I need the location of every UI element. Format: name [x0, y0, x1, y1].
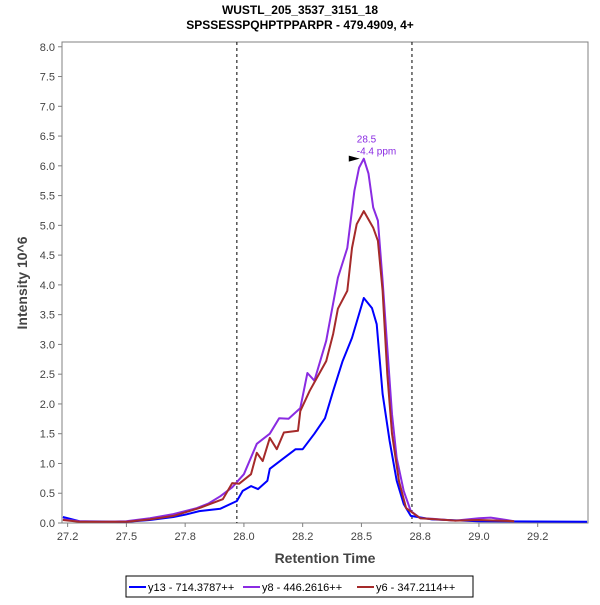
y-tick-label: 8.0: [40, 42, 55, 54]
y-tick-label: 7.0: [40, 101, 55, 113]
y-tick-label: 4.5: [40, 250, 55, 262]
peak-marker-icon: [348, 155, 360, 162]
legend: y13 - 714.3787++ y8 - 446.2616++ y6 - 347.…: [125, 575, 474, 598]
x-tick-label: 28.5: [351, 531, 372, 543]
y-tick-label: 2.5: [40, 369, 55, 381]
x-tick-label: 28.8: [409, 531, 430, 543]
series-line: [62, 297, 588, 523]
y-tick-label: 3.5: [40, 310, 55, 322]
y-axis-label: Intensity 10^6: [14, 236, 30, 329]
y-tick-label: 4.0: [40, 280, 55, 292]
y-tick-label: 0.0: [40, 518, 55, 530]
series-line: [62, 210, 515, 523]
y-tick-label: 0.5: [40, 488, 55, 500]
y-tick-label: 1.0: [40, 458, 55, 470]
plot-area: [61, 41, 589, 524]
x-axis-label: Retention Time: [275, 550, 376, 566]
y-tick-label: 6.5: [40, 131, 55, 143]
y-tick-label: 5.0: [40, 220, 55, 232]
y-tick-label: 7.5: [40, 72, 55, 84]
x-tick-label: 28.2: [292, 531, 313, 543]
legend-label: y13 - 714.3787++: [148, 582, 234, 594]
x-tick-label: 27.5: [116, 531, 137, 543]
legend-label: y8 - 446.2616++: [262, 582, 342, 594]
y-tick-label: 3.0: [40, 339, 55, 351]
x-tick-label: 28.0: [233, 531, 254, 543]
y-tick-label: 2.0: [40, 399, 55, 411]
legend-label: y6 - 347.2114++: [376, 582, 455, 594]
x-tick-label: 27.8: [174, 531, 195, 543]
y-tick-label: 6.0: [40, 161, 55, 173]
y-tick-label: 1.5: [40, 429, 55, 441]
annotation-ppm: -4.4 ppm: [357, 147, 396, 158]
chart-subtitle: SPSSESSPQHPTPPARPR - 479.4909, 4+: [186, 18, 414, 32]
x-tick-label: 29.2: [527, 531, 548, 543]
y-tick-label: 5.5: [40, 191, 55, 203]
chart-title: WUSTL_205_3537_3151_18: [222, 3, 378, 17]
annotation-rt: 28.5: [357, 135, 377, 146]
x-tick-label: 27.2: [57, 531, 78, 543]
x-tick-label: 29.0: [468, 531, 489, 543]
